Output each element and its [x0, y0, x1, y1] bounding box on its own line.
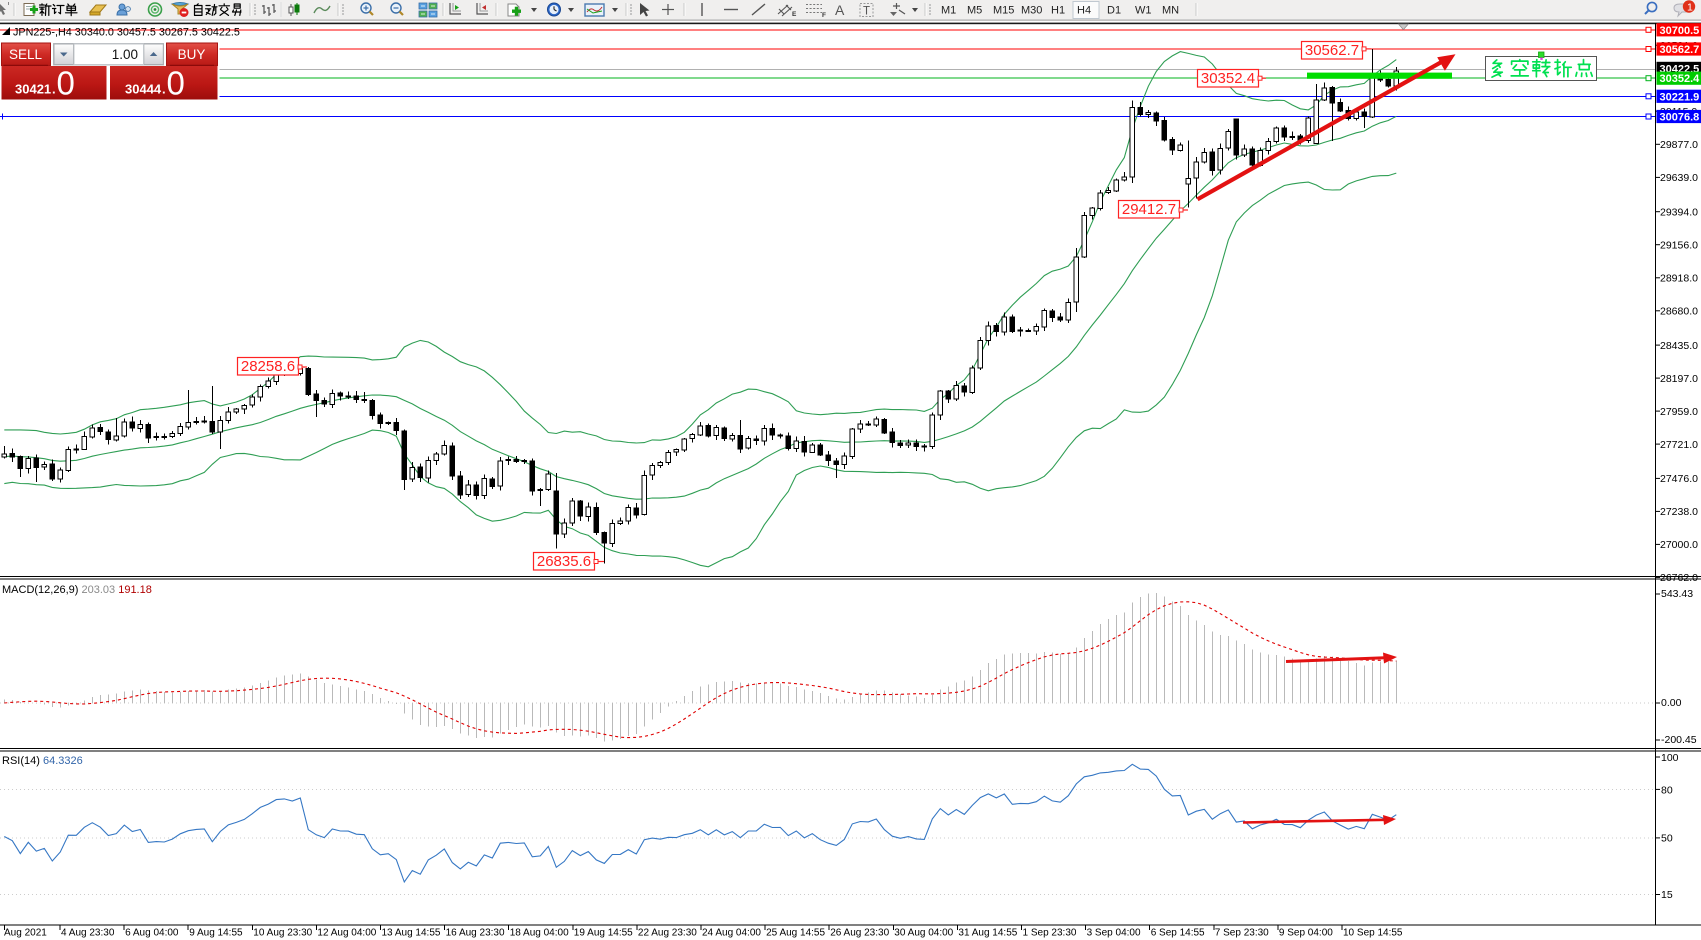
- svg-text:27721.0: 27721.0: [1660, 439, 1698, 451]
- svg-text:26835.6: 26835.6: [537, 553, 591, 570]
- svg-text:26762.0: 26762.0: [1660, 572, 1698, 584]
- svg-text:18 Aug 04:00: 18 Aug 04:00: [510, 928, 569, 939]
- svg-text:100: 100: [1661, 752, 1679, 764]
- svg-text:F: F: [822, 12, 826, 19]
- svg-text:30352.4: 30352.4: [1201, 70, 1255, 87]
- svg-text:W1: W1: [1135, 5, 1152, 17]
- svg-text:30562.7: 30562.7: [1660, 44, 1700, 56]
- svg-text:.: .: [162, 82, 166, 97]
- svg-text:25 Aug 14:55: 25 Aug 14:55: [766, 928, 825, 939]
- svg-text:24 Aug 04:00: 24 Aug 04:00: [702, 928, 761, 939]
- svg-text:50: 50: [1661, 833, 1673, 845]
- svg-text:M15: M15: [993, 5, 1014, 17]
- svg-text:30352.4: 30352.4: [1660, 73, 1701, 85]
- svg-text:3 Sep 04:00: 3 Sep 04:00: [1087, 928, 1141, 939]
- svg-text:9 Aug 14:55: 9 Aug 14:55: [189, 928, 243, 939]
- svg-text:1 Sep 23:30: 1 Sep 23:30: [1023, 928, 1077, 939]
- svg-text:30421: 30421: [15, 82, 51, 97]
- svg-text:27476.0: 27476.0: [1660, 473, 1698, 485]
- svg-text:10 Aug 23:30: 10 Aug 23:30: [253, 928, 312, 939]
- svg-text:1: 1: [1687, 2, 1693, 14]
- svg-text:30700.5: 30700.5: [1660, 25, 1700, 37]
- svg-text:27000.0: 27000.0: [1660, 539, 1698, 551]
- svg-text:29639.0: 29639.0: [1660, 172, 1698, 184]
- svg-text:29412.7: 29412.7: [1122, 201, 1176, 218]
- svg-text:D1: D1: [1107, 5, 1121, 17]
- svg-text:0.00: 0.00: [1661, 697, 1682, 709]
- svg-text:10 Sep 14:55: 10 Sep 14:55: [1343, 928, 1403, 939]
- svg-text:E: E: [792, 11, 797, 18]
- svg-text:BUY: BUY: [178, 47, 206, 62]
- svg-text:A: A: [835, 2, 845, 18]
- svg-text:15: 15: [1661, 889, 1673, 901]
- svg-text:28197.0: 28197.0: [1660, 373, 1698, 385]
- svg-text:19 Aug 14:55: 19 Aug 14:55: [574, 928, 633, 939]
- svg-text:0: 0: [57, 65, 75, 102]
- svg-text:22 Aug 23:30: 22 Aug 23:30: [638, 928, 697, 939]
- svg-text:30221.9: 30221.9: [1660, 91, 1700, 103]
- svg-text:28258.6: 28258.6: [241, 358, 295, 375]
- svg-text:0: 0: [167, 65, 185, 102]
- svg-text:H4: H4: [1077, 5, 1091, 17]
- svg-text:7 Sep 23:30: 7 Sep 23:30: [1215, 928, 1269, 939]
- svg-text:H1: H1: [1051, 5, 1065, 17]
- svg-text:9 Sep 04:00: 9 Sep 04:00: [1279, 928, 1333, 939]
- svg-text:16 Aug 23:30: 16 Aug 23:30: [446, 928, 505, 939]
- svg-text:-200.45: -200.45: [1661, 734, 1697, 746]
- svg-text:T: T: [863, 6, 870, 18]
- svg-text:6 Aug 04:00: 6 Aug 04:00: [125, 928, 179, 939]
- svg-text:SELL: SELL: [9, 47, 43, 62]
- svg-text:30562.7: 30562.7: [1305, 42, 1359, 59]
- svg-text:JPN225-,H4 30340.0 30457.5 30: JPN225-,H4 30340.0 30457.5 30267.5 30422…: [13, 27, 240, 39]
- svg-text:543.43: 543.43: [1661, 588, 1693, 600]
- svg-text:12 Aug 04:00: 12 Aug 04:00: [317, 928, 376, 939]
- svg-text:Aug 2021: Aug 2021: [4, 928, 47, 939]
- svg-text:4 Aug 23:30: 4 Aug 23:30: [61, 928, 115, 939]
- svg-text:29394.0: 29394.0: [1660, 207, 1698, 219]
- svg-text:M30: M30: [1021, 5, 1042, 17]
- svg-text:29156.0: 29156.0: [1660, 240, 1698, 252]
- svg-text:MN: MN: [1162, 5, 1179, 17]
- svg-text:27959.0: 27959.0: [1660, 406, 1698, 418]
- svg-text:28680.0: 28680.0: [1660, 306, 1698, 318]
- svg-text:28918.0: 28918.0: [1660, 273, 1698, 285]
- svg-text:13 Aug 14:55: 13 Aug 14:55: [382, 928, 441, 939]
- svg-text:M1: M1: [941, 5, 956, 17]
- svg-text:28435.0: 28435.0: [1660, 340, 1698, 352]
- svg-text:27238.0: 27238.0: [1660, 506, 1698, 518]
- svg-text:30444: 30444: [125, 82, 162, 97]
- svg-text:6 Sep 14:55: 6 Sep 14:55: [1151, 928, 1205, 939]
- svg-text:M5: M5: [967, 5, 982, 17]
- svg-text:80: 80: [1661, 785, 1673, 797]
- svg-text:RSI(14) 64.3326: RSI(14) 64.3326: [2, 755, 83, 767]
- svg-text:MACD(12,26,9) 203.03 191.18: MACD(12,26,9) 203.03 191.18: [2, 584, 152, 596]
- svg-text:29877.0: 29877.0: [1660, 139, 1698, 151]
- svg-text:.: .: [52, 82, 56, 97]
- svg-text:30076.8: 30076.8: [1660, 112, 1700, 124]
- svg-text:30 Aug 04:00: 30 Aug 04:00: [894, 928, 953, 939]
- svg-text:1.00: 1.00: [112, 47, 138, 62]
- svg-text:31 Aug 14:55: 31 Aug 14:55: [958, 928, 1017, 939]
- svg-text:26 Aug 23:30: 26 Aug 23:30: [830, 928, 889, 939]
